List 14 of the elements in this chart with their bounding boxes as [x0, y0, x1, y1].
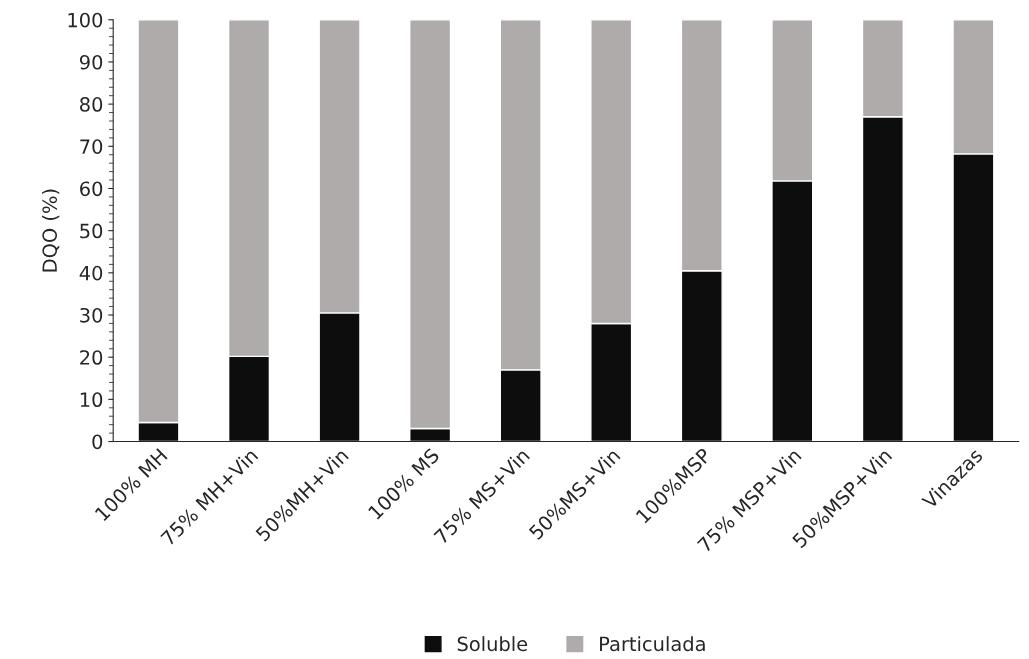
- y-tick-label: 40: [79, 265, 103, 281]
- y-tick-label: 10: [80, 392, 103, 408]
- y-tick-label: 70: [80, 139, 103, 154]
- y-tick-label: 50: [80, 223, 103, 239]
- y-axis-title: DQO (%): [42, 189, 60, 272]
- y-tick-label: 30: [80, 307, 103, 323]
- legend-label: Particulada: [600, 636, 705, 652]
- y-tick-label: 100: [68, 12, 103, 28]
- y-tick-label: 90: [79, 54, 103, 70]
- y-tick-label: 0: [92, 434, 103, 450]
- y-tick-label: 80: [80, 97, 103, 112]
- legend-label: Soluble: [457, 636, 528, 652]
- y-tick-label: 20: [80, 350, 103, 365]
- y-tick-label: 60: [80, 181, 103, 197]
